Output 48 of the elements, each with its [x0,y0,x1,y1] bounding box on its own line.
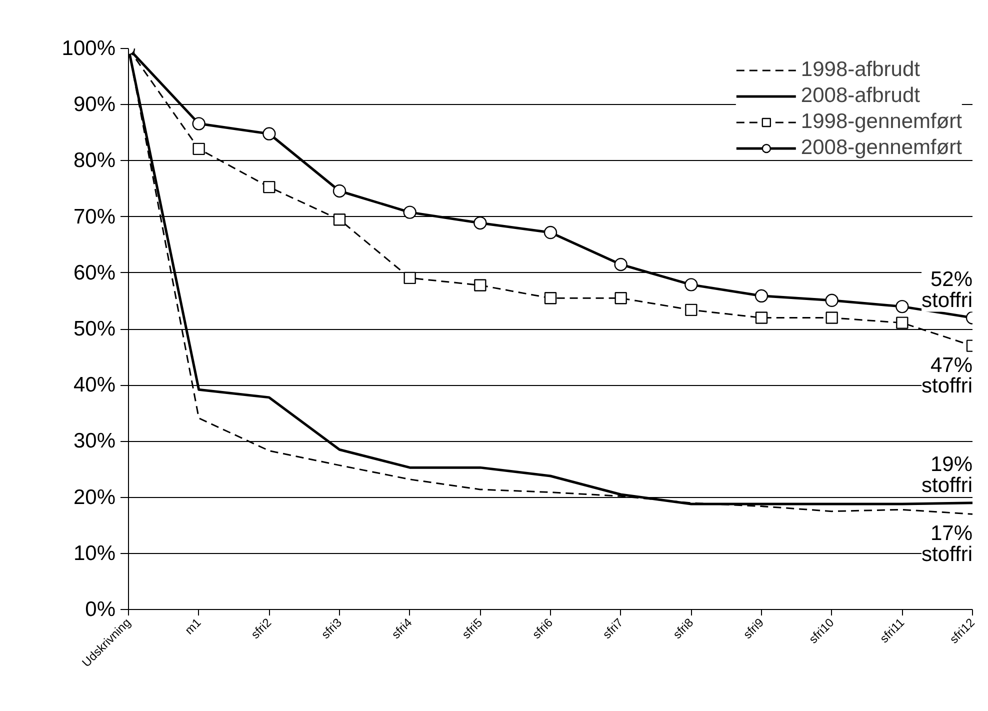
annotation: 47% stoffri [922,354,973,398]
point [192,117,206,130]
x-tick-label: m1 [182,615,204,638]
point [684,278,698,292]
y-tick-label: 70% [73,205,116,228]
y-tick-label: 10% [73,542,116,565]
point [614,292,627,304]
point [192,142,205,156]
legend-label: 1998-afbrudt [800,58,920,82]
point [896,316,908,329]
x-tick-label: sfri8 [670,615,696,642]
y-tick-label: 100% [62,37,116,60]
y-tick-label: 50% [73,318,116,340]
x-tick-label: sfri6 [530,615,556,642]
legend-label: 1998-gennemført [800,110,962,134]
point [263,180,276,194]
annotation: 19% stoffri [922,453,973,497]
legend-label: 2008-afbrudt [800,84,920,108]
annotation: 52% stoffri [922,268,973,312]
point [826,312,838,324]
point [474,279,486,292]
y-tick-label: 80% [73,149,116,172]
y-tick-label: 60% [73,261,116,284]
point [685,304,698,316]
point [614,258,628,272]
y-tick-label: 0% [85,598,116,621]
point [474,216,487,230]
point [755,312,768,324]
point [544,292,557,304]
point [262,127,276,140]
point [544,226,558,240]
y-tick-label: 30% [73,430,116,453]
annotation: 17% stoffri [922,522,973,566]
legend-label: 2008-gennemført [800,136,962,160]
y-tick-label: 40% [73,374,116,397]
point [332,184,346,198]
x-tick-label: sfri3 [318,615,345,642]
point [896,300,909,314]
y-tick-label: 90% [73,93,116,116]
x-tick-label: sfri2 [248,615,274,642]
point [825,294,838,307]
y-tick-label: 20% [73,486,116,509]
point [403,206,416,219]
point [333,214,346,226]
point [754,289,768,302]
x-tick-label: sfri9 [740,615,767,642]
x-tick-label: sfri4 [388,615,416,642]
point [404,272,416,284]
